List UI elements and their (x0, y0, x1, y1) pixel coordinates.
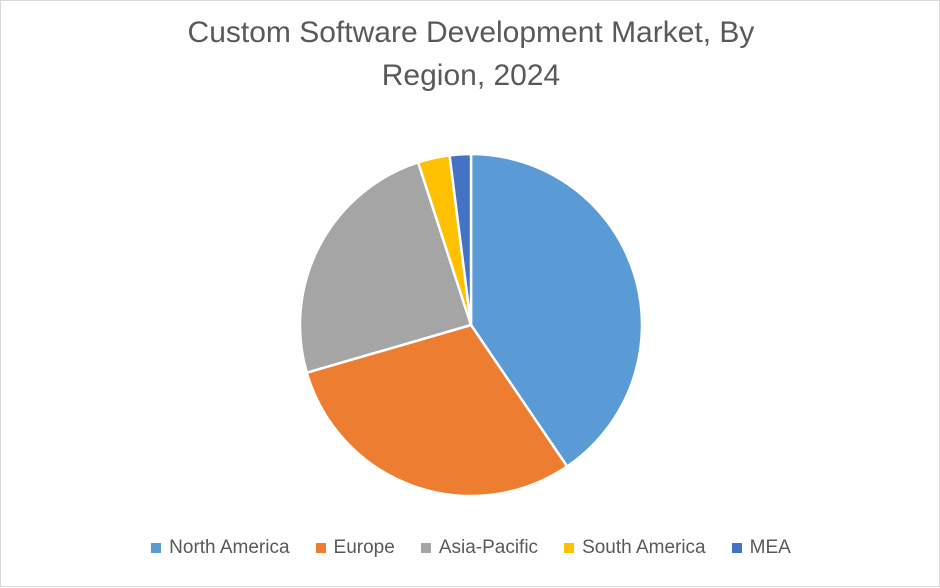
legend-label-south-america: South America (582, 537, 706, 558)
chart-legend: North America Europe Asia-Pacific South Ame… (1, 537, 940, 559)
legend-swatch-europe (315, 543, 326, 553)
pie-slice-north-america (469, 152, 644, 468)
legend-item-asia-pacific: Asia-Pacific (420, 537, 539, 559)
pie-slice-mea (448, 152, 473, 327)
chart-title-line-1: Custom Software Development Market, By (187, 16, 755, 49)
pie-slice-europe (305, 323, 569, 498)
legend-label-north-america: North America (169, 537, 290, 558)
legend-item-north-america: North America (151, 537, 290, 559)
legend-swatch-north-america (151, 543, 162, 553)
legend-swatch-asia-pacific (420, 543, 431, 553)
legend-label-mea: MEA (749, 537, 791, 558)
legend-item-mea: MEA (731, 537, 791, 559)
legend-label-europe: Europe (333, 537, 395, 558)
chart-title-line-2: Region, 2024 (381, 59, 561, 92)
legend-item-south-america: South America (564, 537, 706, 559)
pie-slice-asia-pacific (298, 161, 473, 374)
chart-title: Custom Software Development Market, By R… (1, 11, 940, 97)
legend-label-asia-pacific: Asia-Pacific (438, 537, 539, 558)
legend-item-europe: Europe (315, 537, 395, 559)
legend-swatch-south-america (564, 543, 575, 553)
legend-swatch-mea (731, 543, 742, 553)
